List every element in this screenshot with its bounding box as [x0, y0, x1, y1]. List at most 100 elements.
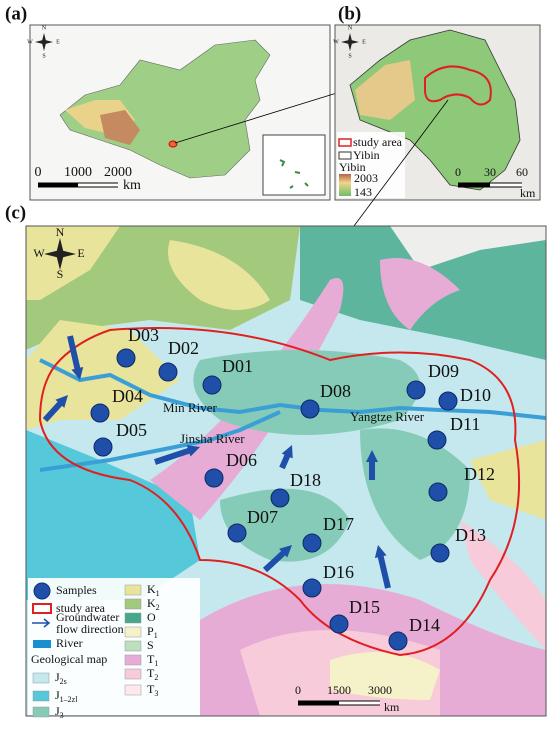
compass-letter: S	[57, 267, 64, 281]
legend-box	[28, 578, 200, 715]
sample-point	[388, 631, 408, 651]
legend-label: J3	[55, 704, 64, 720]
legend-label: study area	[353, 135, 403, 149]
sample-label: D07	[247, 507, 278, 527]
sample-label: D05	[116, 420, 147, 440]
unit-symbol: K	[147, 596, 156, 610]
sample-point	[406, 380, 426, 400]
unit-symbol: O	[147, 610, 156, 624]
panel-label: (b)	[338, 3, 361, 24]
sample-label: D16	[323, 562, 354, 582]
legend-label: T2	[147, 666, 158, 682]
compass-letter: E	[77, 246, 84, 260]
legend-label: River	[56, 636, 83, 650]
panel-label: (c)	[5, 202, 26, 223]
sample-label: D09	[428, 361, 459, 381]
scale-label: 0	[35, 165, 42, 180]
sample-label: D04	[112, 386, 143, 406]
compass-letter: E	[362, 39, 366, 45]
sample-label: D15	[349, 597, 380, 617]
sample-point	[329, 614, 349, 634]
compass-letter: N	[42, 25, 47, 31]
geo-unit	[26, 430, 200, 600]
legend-swatch	[124, 668, 142, 680]
legend-label: T1	[147, 652, 158, 668]
legend-swatch	[124, 612, 142, 624]
scale-label: 0	[295, 683, 301, 697]
unit-subscript: 1–2zl	[60, 695, 79, 704]
legend-label: Yibin	[353, 148, 380, 162]
flow-arrow	[154, 445, 200, 465]
scale-label: 2000	[104, 165, 132, 180]
sample-label: D17	[323, 514, 354, 534]
legend-label: K1	[147, 582, 160, 598]
legend-swatch	[338, 151, 352, 160]
sample-label: D12	[464, 464, 495, 484]
legend-label: flow direction	[56, 622, 124, 636]
unit-symbol: T	[147, 682, 155, 696]
sample-layer: Min River Jinsha River Yangtze River D01 D02…	[42, 325, 495, 651]
scale-label: 1000	[64, 165, 92, 180]
connector	[174, 91, 341, 144]
legend-label: K2	[147, 596, 160, 612]
flow-arrow	[42, 395, 68, 423]
panel-c: Min River Jinsha River Yangtze River D01 D02…	[5, 202, 547, 717]
legend-label: S	[147, 638, 154, 652]
legend-label: study area	[56, 601, 106, 615]
unit-symbol: K	[147, 582, 156, 596]
compass	[35, 33, 53, 51]
relief	[390, 226, 546, 270]
scale-unit: km	[123, 178, 141, 193]
river-label: Yangtze River	[350, 409, 425, 424]
unit-subscript: 2	[154, 673, 158, 682]
compass-letter: E	[56, 39, 60, 45]
panel-frame	[25, 225, 547, 717]
panel-b: (b) study area Yibin Yibin 2003 143 0 30…	[334, 3, 541, 201]
sample-point	[90, 403, 110, 423]
legend-label: 143	[354, 185, 372, 199]
unit-subscript: 1	[154, 631, 158, 640]
sample-point	[428, 482, 448, 502]
geo-unit	[380, 258, 460, 330]
compass-letter: S	[42, 53, 45, 59]
sample-point	[202, 375, 222, 395]
river-label: Jinsha River	[180, 431, 245, 446]
unit-subscript: 2s	[60, 677, 67, 686]
study-location	[168, 140, 178, 148]
sample-label: D08	[320, 381, 351, 401]
flow-arrow	[279, 445, 293, 470]
geo-unit	[460, 520, 546, 650]
legend-swatch	[124, 598, 142, 610]
river-label: Min River	[163, 400, 217, 415]
legend-label: J1–2zl	[55, 688, 78, 704]
sample-point	[302, 533, 322, 553]
compass-letter: W	[27, 39, 33, 45]
unit-subscript: 1	[156, 589, 160, 598]
legend-label: J2s	[55, 670, 67, 686]
country-map	[59, 39, 271, 179]
scale-unit: km	[520, 186, 536, 200]
sample-point	[270, 488, 290, 508]
legend-swatch	[32, 706, 50, 718]
sample-label: D14	[409, 615, 440, 635]
legend-swatch	[33, 640, 51, 648]
legend-label: Samples	[56, 583, 97, 597]
legend-swatch	[32, 603, 52, 614]
sample-label: D11	[450, 414, 480, 434]
geo-unit	[26, 226, 120, 300]
sample-point	[427, 430, 447, 450]
sample-point	[430, 543, 450, 563]
unit-symbol: J	[55, 704, 60, 718]
legend-swatch	[124, 584, 142, 596]
legend-swatch	[32, 672, 50, 684]
compass-letter: W	[33, 246, 45, 260]
unit-subscript: 3	[154, 689, 158, 698]
legend-title: Geological map	[31, 652, 107, 666]
geology-map	[26, 226, 546, 716]
geo-unit	[360, 428, 470, 560]
river	[39, 358, 546, 420]
highland	[355, 60, 415, 120]
sample-point	[300, 399, 320, 419]
legend-label: Groundwater	[56, 610, 119, 624]
